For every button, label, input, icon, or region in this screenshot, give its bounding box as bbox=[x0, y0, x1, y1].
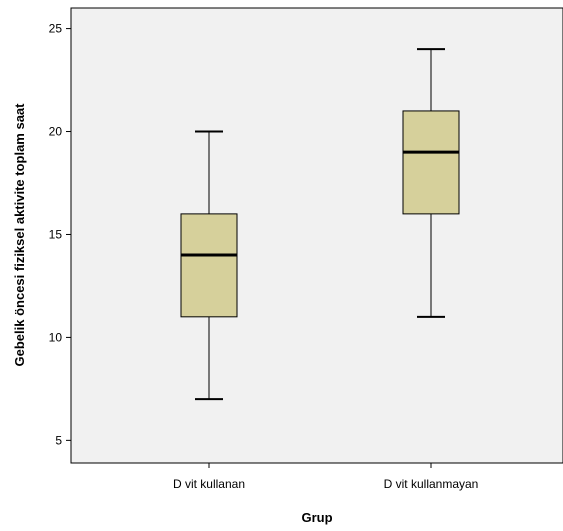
iqr-box bbox=[402, 110, 460, 215]
y-tick-label: 5 bbox=[55, 433, 62, 447]
y-tick-label: 10 bbox=[49, 330, 63, 344]
y-tick-label: 25 bbox=[49, 22, 63, 36]
iqr-box bbox=[180, 213, 238, 318]
box-2 bbox=[402, 48, 460, 318]
y-axis: 5 10 15 20 25 bbox=[49, 22, 71, 447]
y-axis-label: Gebelik öncesi fiziksel aktivite toplam … bbox=[12, 103, 27, 367]
plot-area bbox=[70, 7, 563, 464]
box-1 bbox=[180, 130, 238, 401]
x-tick-label: D vit kullanmayan bbox=[384, 477, 479, 491]
boxes-group bbox=[180, 48, 460, 401]
x-axis-label: Grup bbox=[301, 510, 332, 525]
y-tick-label: 15 bbox=[49, 227, 63, 241]
x-axis: D vit kullanan D vit kullanmayan bbox=[173, 463, 478, 491]
x-tick-label: D vit kullanan bbox=[173, 477, 245, 491]
y-tick-label: 20 bbox=[49, 125, 63, 139]
